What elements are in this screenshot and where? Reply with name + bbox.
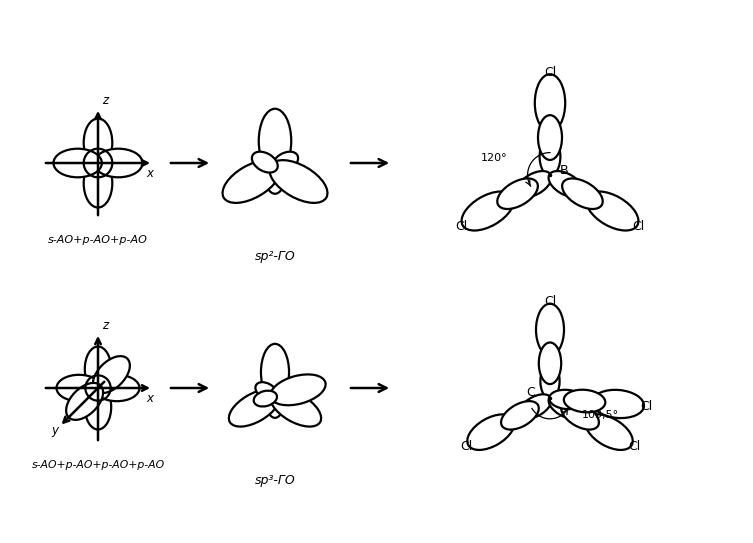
Text: C: C bbox=[526, 387, 535, 400]
Ellipse shape bbox=[266, 166, 284, 194]
Ellipse shape bbox=[261, 344, 289, 401]
Text: x: x bbox=[146, 392, 154, 405]
Ellipse shape bbox=[562, 179, 602, 209]
Ellipse shape bbox=[267, 394, 282, 418]
Ellipse shape bbox=[270, 375, 325, 405]
Ellipse shape bbox=[252, 151, 278, 173]
Text: Cl: Cl bbox=[640, 400, 653, 413]
Ellipse shape bbox=[53, 149, 102, 178]
Text: y: y bbox=[51, 424, 59, 437]
Text: s-АО+p-АО+p-АО+p-АО: s-АО+p-АО+p-АО+p-АО bbox=[32, 460, 165, 470]
Ellipse shape bbox=[501, 401, 539, 430]
Ellipse shape bbox=[93, 356, 130, 393]
Text: 109,5°: 109,5° bbox=[582, 410, 619, 420]
Ellipse shape bbox=[94, 149, 142, 178]
Text: B: B bbox=[560, 163, 569, 176]
Text: Cl: Cl bbox=[633, 220, 645, 233]
Text: z: z bbox=[102, 319, 108, 332]
Ellipse shape bbox=[549, 394, 581, 419]
Text: Cl: Cl bbox=[628, 440, 640, 453]
Ellipse shape bbox=[497, 179, 538, 209]
Text: z: z bbox=[102, 94, 108, 107]
Ellipse shape bbox=[587, 192, 639, 231]
Ellipse shape bbox=[66, 383, 103, 420]
Text: Cl: Cl bbox=[455, 220, 468, 233]
Ellipse shape bbox=[273, 382, 294, 400]
Ellipse shape bbox=[586, 414, 633, 450]
Ellipse shape bbox=[84, 118, 112, 167]
Ellipse shape bbox=[94, 375, 139, 401]
Ellipse shape bbox=[270, 160, 328, 203]
Text: Cl: Cl bbox=[460, 440, 472, 453]
Text: s-АО+p-АО+p-АО: s-АО+p-АО+p-АО bbox=[48, 235, 148, 245]
Ellipse shape bbox=[561, 401, 599, 430]
Ellipse shape bbox=[468, 414, 514, 450]
Ellipse shape bbox=[564, 390, 605, 412]
Ellipse shape bbox=[539, 343, 561, 384]
Ellipse shape bbox=[517, 171, 551, 197]
Ellipse shape bbox=[85, 346, 111, 392]
Ellipse shape bbox=[592, 390, 644, 418]
Ellipse shape bbox=[538, 115, 562, 160]
Text: sp²-ГО: sp²-ГО bbox=[255, 250, 295, 263]
Ellipse shape bbox=[541, 364, 559, 399]
Ellipse shape bbox=[254, 390, 277, 407]
Ellipse shape bbox=[229, 389, 280, 427]
Ellipse shape bbox=[548, 171, 584, 197]
Ellipse shape bbox=[56, 375, 102, 401]
Ellipse shape bbox=[84, 159, 112, 207]
Ellipse shape bbox=[535, 74, 566, 132]
Ellipse shape bbox=[536, 304, 564, 356]
Ellipse shape bbox=[270, 389, 322, 427]
Text: Cl: Cl bbox=[544, 295, 556, 308]
Ellipse shape bbox=[223, 160, 281, 203]
Text: 120°: 120° bbox=[480, 153, 507, 163]
Ellipse shape bbox=[520, 394, 551, 419]
Text: Cl: Cl bbox=[544, 66, 556, 79]
Ellipse shape bbox=[540, 137, 560, 176]
Text: sp³-ГО: sp³-ГО bbox=[255, 474, 295, 487]
Ellipse shape bbox=[273, 151, 298, 173]
Ellipse shape bbox=[85, 384, 111, 430]
Ellipse shape bbox=[462, 192, 514, 231]
Text: x: x bbox=[146, 167, 154, 180]
Ellipse shape bbox=[259, 109, 291, 173]
Ellipse shape bbox=[255, 382, 277, 400]
Ellipse shape bbox=[549, 390, 584, 409]
